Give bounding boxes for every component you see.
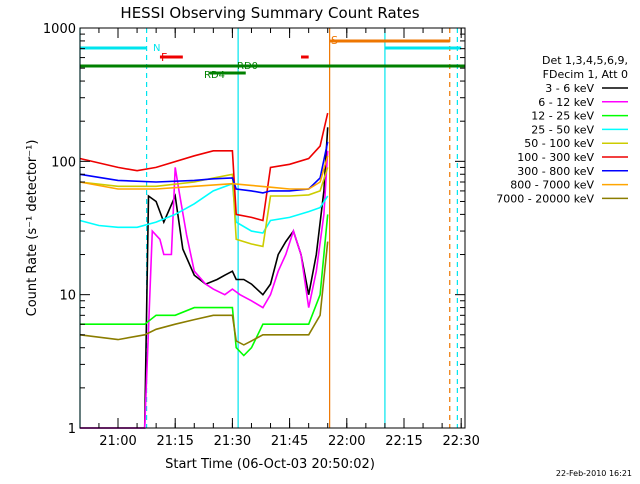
footer-date: 22-Feb-2010 16:21 — [556, 469, 632, 478]
x-tick-label: 21:45 — [271, 434, 308, 449]
legend-label: 25 - 50 keV — [531, 123, 594, 136]
legend-label: 3 - 6 keV — [545, 82, 594, 95]
y-tick-label: 1000 — [43, 22, 76, 37]
x-tick-label: 22:30 — [442, 434, 479, 449]
legend-header-line-1: Det 1,3,4,5,6,9, — [542, 54, 628, 67]
y-tick-label: 100 — [51, 155, 76, 170]
x-tick-label: 21:30 — [214, 434, 251, 449]
x-tick-label: 21:00 — [99, 434, 136, 449]
chart-title: HESSI Observing Summary Count Rates — [120, 4, 419, 22]
series-line — [79, 167, 329, 248]
legend-label: 300 - 800 keV — [517, 165, 594, 178]
flag-label-saa: S — [331, 34, 338, 47]
legend-label: 800 - 7000 keV — [510, 179, 594, 192]
legend-label: 100 - 300 keV — [517, 151, 594, 164]
series-line — [79, 150, 329, 429]
y-axis-label: Count Rate (s⁻¹ detector⁻¹) — [25, 140, 40, 317]
plot-frame — [79, 27, 466, 429]
series-line — [79, 155, 329, 190]
x-tick-label: 22:15 — [385, 434, 422, 449]
legend-label: 50 - 100 keV — [524, 137, 594, 150]
plot-area: NF S RD0 RD4 1 10 100 1000 21:00 21:15 21:30 21:45 2… — [43, 22, 595, 449]
series-line — [79, 241, 329, 346]
y-tick-label: 1 — [68, 422, 76, 437]
series-line — [79, 112, 329, 222]
legend-label: 6 - 12 keV — [538, 96, 594, 109]
flag-label-rd0: RD0 — [237, 61, 258, 72]
flag-label-rd4: RD4 — [204, 70, 225, 81]
flag-label-flare: F — [161, 51, 167, 64]
series-line — [79, 214, 329, 357]
x-tick-label: 22:00 — [328, 434, 365, 449]
flag-label-night: N — [153, 43, 160, 54]
x-tick-label: 21:15 — [156, 434, 193, 449]
y-tick-label: 10 — [59, 289, 76, 304]
legend — [602, 87, 628, 200]
legend-label: 7000 - 20000 keV — [496, 192, 594, 205]
legend-label: 12 - 25 keV — [531, 110, 594, 123]
legend-header-line-2: FDecim 1, Att 0 — [543, 68, 628, 81]
x-axis-label: Start Time (06-Oct-03 20:50:02) — [165, 457, 375, 472]
